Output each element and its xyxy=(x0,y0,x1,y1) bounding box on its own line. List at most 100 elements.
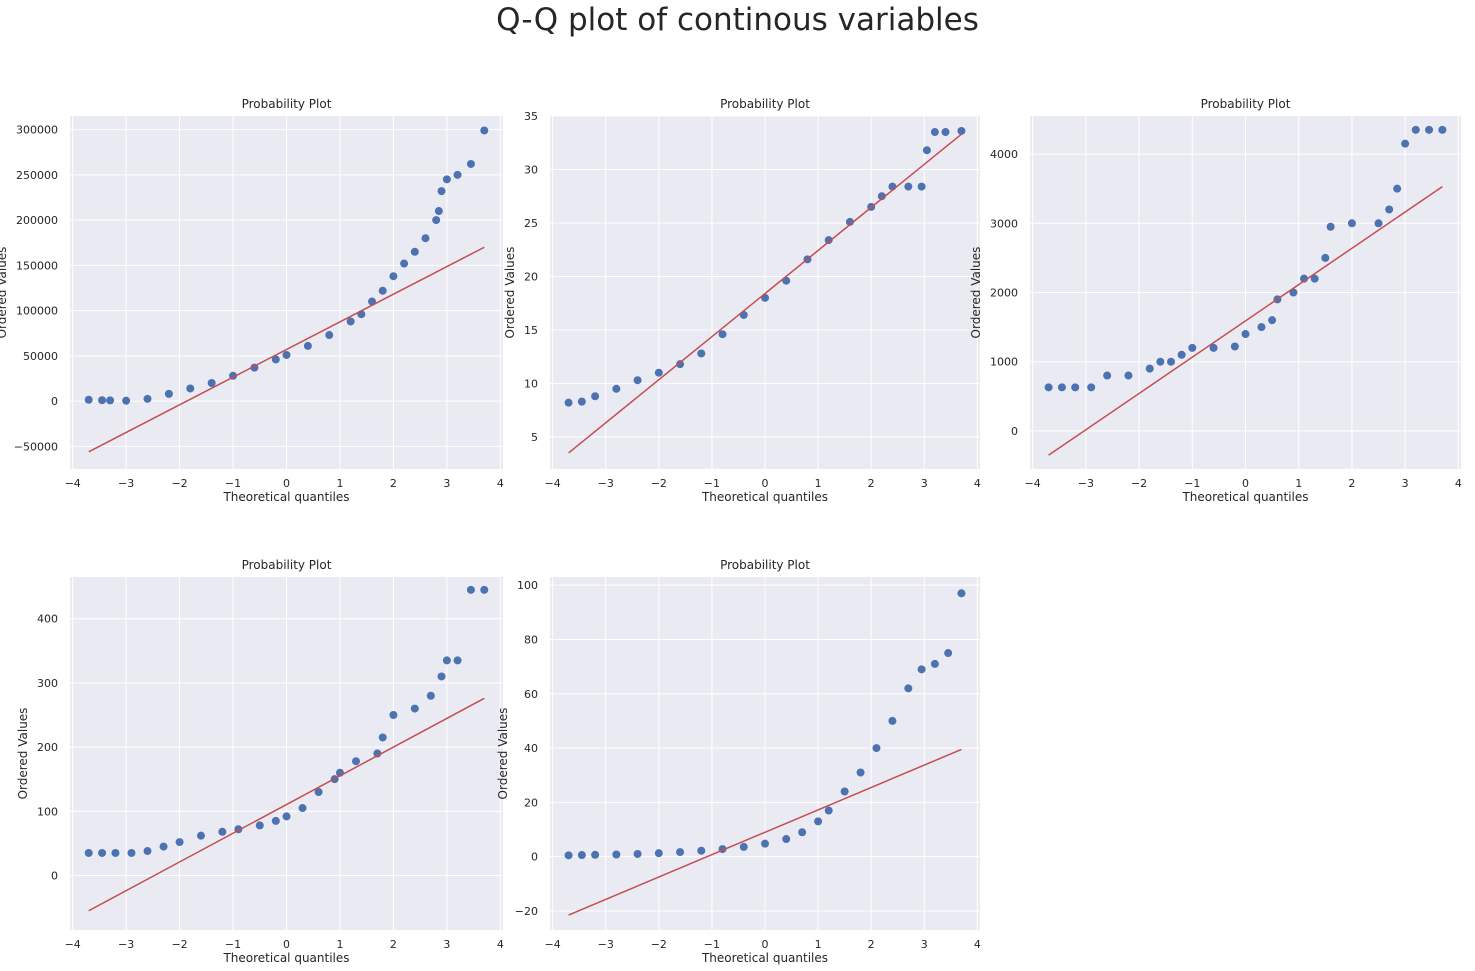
data-point xyxy=(577,397,586,406)
y-tick-label: 80 xyxy=(524,633,538,646)
x-tick-label: 3 xyxy=(921,938,928,951)
data-point xyxy=(1145,364,1154,373)
data-point xyxy=(612,384,621,393)
data-point xyxy=(421,234,430,243)
data-point xyxy=(930,659,939,668)
data-point xyxy=(143,847,152,856)
data-point xyxy=(1374,219,1383,228)
data-point xyxy=(824,236,833,245)
fit-line xyxy=(568,133,962,454)
data-point xyxy=(378,733,387,742)
x-tick-label: 0 xyxy=(1242,477,1249,490)
x-tick-label: 3 xyxy=(921,477,928,490)
data-point xyxy=(325,331,334,340)
y-tick-label: −20 xyxy=(515,905,538,918)
y-tick-label: 3000 xyxy=(990,217,1018,230)
data-point xyxy=(877,192,886,201)
x-axis-label: Theoretical quantiles xyxy=(222,490,349,504)
data-point xyxy=(389,710,398,719)
x-tick-label: 2 xyxy=(868,938,875,951)
x-tick-label: 1 xyxy=(1295,477,1302,490)
data-point xyxy=(917,665,926,674)
y-tick-label: 0 xyxy=(531,851,538,864)
data-point xyxy=(159,842,168,851)
plot-title: Probability Plot xyxy=(242,558,332,572)
y-axis-label: Ordered Values xyxy=(503,247,517,339)
data-point xyxy=(1411,125,1420,134)
data-point xyxy=(1310,274,1319,283)
data-point xyxy=(872,744,881,753)
data-point xyxy=(453,170,462,179)
data-point xyxy=(218,827,227,836)
plot-title: Probability Plot xyxy=(720,97,810,111)
data-point xyxy=(697,349,706,358)
data-point xyxy=(98,848,107,857)
x-tick-label: 4 xyxy=(974,477,981,490)
x-tick-label: 4 xyxy=(974,938,981,951)
x-tick-label: −2 xyxy=(1131,477,1147,490)
plot-title: Probability Plot xyxy=(242,97,332,111)
data-point xyxy=(1401,139,1410,148)
data-point xyxy=(761,839,769,848)
plot-title: Probability Plot xyxy=(1201,97,1291,111)
data-point xyxy=(904,182,913,191)
x-axis-label: Theoretical quantiles xyxy=(701,951,828,965)
x-tick-label: −4 xyxy=(65,477,81,490)
data-point xyxy=(303,341,312,350)
y-tick-label: 15 xyxy=(524,324,538,337)
data-point xyxy=(432,216,441,225)
fit-line xyxy=(1048,185,1443,456)
data-point xyxy=(351,757,360,766)
data-point xyxy=(1347,219,1356,228)
data-point xyxy=(255,821,264,830)
x-tick-label: 0 xyxy=(762,477,769,490)
data-point xyxy=(400,259,409,268)
data-point xyxy=(442,175,451,184)
x-tick-label: −4 xyxy=(545,938,561,951)
data-point xyxy=(314,788,323,797)
y-tick-label: 100 xyxy=(37,805,58,818)
data-point xyxy=(1188,343,1197,352)
data-point xyxy=(814,817,823,826)
x-tick-label: −4 xyxy=(545,477,561,490)
data-point xyxy=(941,128,950,137)
y-tick-label: 30 xyxy=(524,163,538,176)
data-point xyxy=(466,585,475,594)
x-tick-label: 3 xyxy=(443,477,450,490)
y-tick-label: 25 xyxy=(524,217,538,230)
data-point xyxy=(127,848,136,857)
y-tick-label: 20 xyxy=(524,796,538,809)
data-point xyxy=(207,379,216,388)
data-point xyxy=(271,816,280,825)
y-axis-label: Ordered Values xyxy=(16,708,30,800)
data-point xyxy=(143,394,152,403)
y-tick-label: 10 xyxy=(524,377,538,390)
data-point xyxy=(1230,342,1239,351)
data-point xyxy=(175,838,184,847)
y-tick-label: 5 xyxy=(531,431,538,444)
data-point xyxy=(453,656,462,665)
data-point xyxy=(1257,323,1266,332)
data-point xyxy=(944,649,953,658)
data-point xyxy=(1289,288,1298,297)
y-tick-label: 20 xyxy=(524,270,538,283)
data-point xyxy=(389,272,398,281)
probability-plot-4: −4 −3 −2 −1 0 1 2 3 4 0 100 200 300 400 Probability Pl… xyxy=(16,558,504,965)
y-tick-label: 2000 xyxy=(990,287,1018,300)
data-point xyxy=(346,317,355,326)
data-point xyxy=(111,848,120,857)
y-tick-label: 100000 xyxy=(16,305,58,318)
x-tick-label: −2 xyxy=(651,938,667,951)
x-tick-label: −3 xyxy=(1078,477,1094,490)
data-point xyxy=(426,691,435,700)
y-tick-label: 4000 xyxy=(990,148,1018,161)
x-axis-label: Theoretical quantiles xyxy=(222,951,349,965)
data-point xyxy=(1425,125,1434,134)
x-tick-label: 3 xyxy=(1402,477,1409,490)
y-tick-label: 300000 xyxy=(16,124,58,137)
data-point xyxy=(633,849,642,858)
data-point xyxy=(591,392,600,401)
x-tick-label: 1 xyxy=(336,938,343,951)
x-axis-label: Theoretical quantiles xyxy=(701,490,828,504)
